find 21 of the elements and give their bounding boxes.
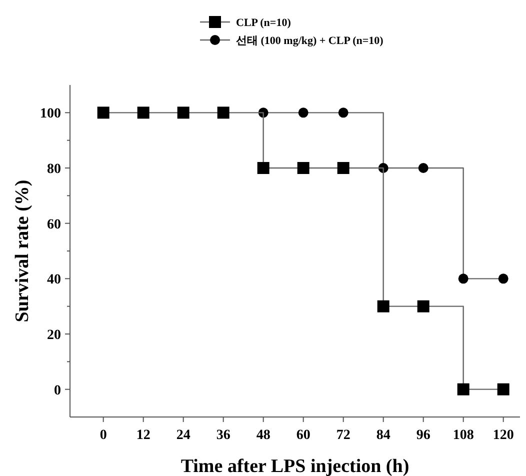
y-tick-label: 40 bbox=[47, 272, 61, 288]
x-tick-label: 60 bbox=[296, 428, 310, 443]
legend-label: 선태 (100 mg/kg) + CLP (n=10) bbox=[236, 35, 384, 47]
x-tick-label: 120 bbox=[492, 428, 514, 443]
y-axis-title: Survival rate (%) bbox=[12, 180, 33, 322]
x-tick-label: 84 bbox=[376, 428, 390, 443]
x-tick-label: 12 bbox=[136, 428, 150, 443]
y-tick-label: 20 bbox=[47, 328, 61, 343]
x-tick-label: 24 bbox=[176, 428, 190, 443]
x-tick-label: 48 bbox=[256, 428, 270, 443]
x-axis-title: Time after LPS injection (h) bbox=[180, 456, 410, 476]
x-tick-label: 72 bbox=[336, 428, 350, 443]
x-tick-label: 108 bbox=[452, 428, 474, 443]
y-tick-label: 60 bbox=[47, 217, 61, 232]
x-tick-label: 36 bbox=[216, 428, 230, 443]
x-tick-label: 96 bbox=[416, 428, 430, 443]
y-tick-label: 80 bbox=[47, 162, 61, 177]
legend-label: CLP (n=10) bbox=[236, 17, 292, 29]
y-tick-label: 100 bbox=[40, 106, 61, 122]
y-tick-label: 0 bbox=[54, 383, 61, 398]
x-tick-label: 0 bbox=[100, 428, 107, 443]
